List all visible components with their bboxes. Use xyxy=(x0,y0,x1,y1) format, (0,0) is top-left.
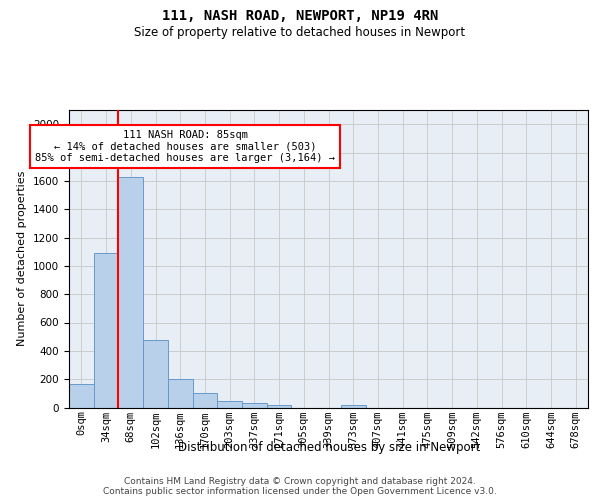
Text: Contains HM Land Registry data © Crown copyright and database right 2024.
Contai: Contains HM Land Registry data © Crown c… xyxy=(103,476,497,496)
Text: Size of property relative to detached houses in Newport: Size of property relative to detached ho… xyxy=(134,26,466,39)
Bar xyxy=(341,404,365,407)
Bar xyxy=(242,403,267,407)
Bar xyxy=(267,404,292,407)
Bar xyxy=(193,394,217,407)
Text: 111, NASH ROAD, NEWPORT, NP19 4RN: 111, NASH ROAD, NEWPORT, NP19 4RN xyxy=(162,9,438,23)
Bar xyxy=(143,340,168,407)
Text: Distribution of detached houses by size in Newport: Distribution of detached houses by size … xyxy=(178,441,480,454)
Bar xyxy=(168,379,193,408)
Bar xyxy=(94,253,118,408)
Bar xyxy=(69,384,94,407)
Y-axis label: Number of detached properties: Number of detached properties xyxy=(17,171,28,346)
Text: 111 NASH ROAD: 85sqm
← 14% of detached houses are smaller (503)
85% of semi-deta: 111 NASH ROAD: 85sqm ← 14% of detached h… xyxy=(35,130,335,163)
Bar xyxy=(118,176,143,408)
Bar xyxy=(217,401,242,407)
